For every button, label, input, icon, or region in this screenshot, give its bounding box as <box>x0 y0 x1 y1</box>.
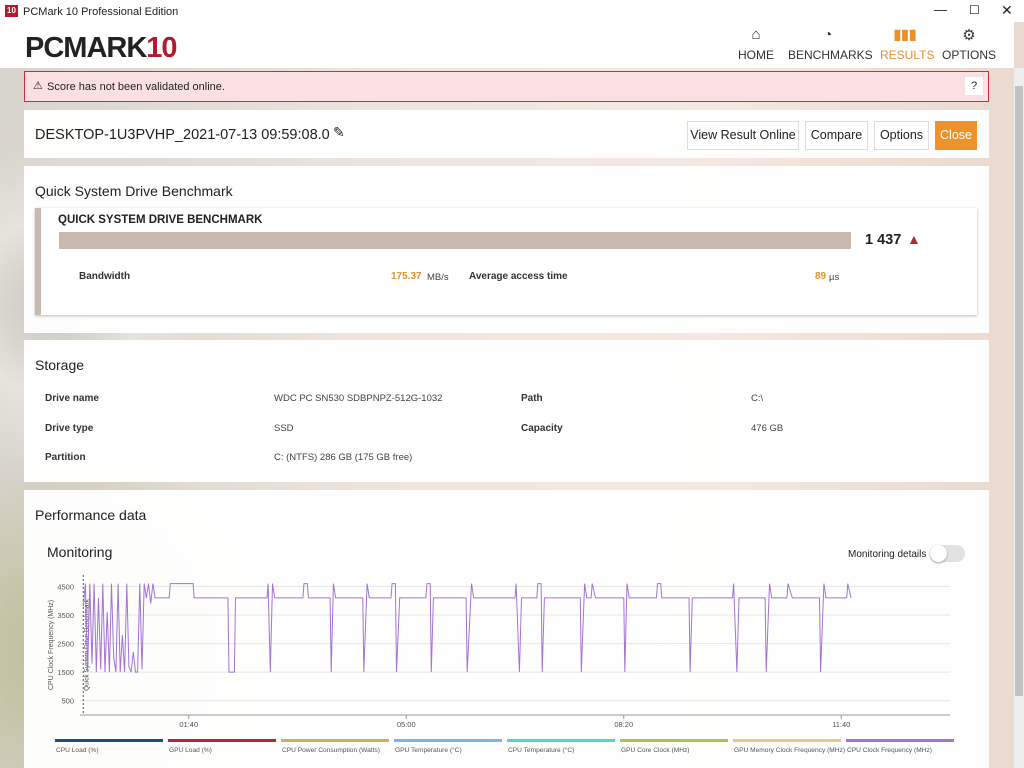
metric-label: Bandwidth <box>79 271 131 282</box>
field-label: Capacity <box>521 423 563 434</box>
nav-options[interactable]: ⚙ OPTIONS <box>942 27 997 62</box>
metric-value: 89 <box>815 271 827 282</box>
edit-icon[interactable]: ✎ <box>333 124 345 140</box>
field-value: C: (NTFS) 286 GB (175 GB free) <box>274 452 413 463</box>
maximize[interactable]: ☐ <box>969 3 980 17</box>
legend-label: GPU Memory Clock Frequency (MHz) <box>734 747 845 754</box>
legend-swatch <box>168 739 276 742</box>
app-icon: 10 <box>5 5 18 17</box>
subsection-title: Monitoring <box>47 544 113 560</box>
nav-label: OPTIONS <box>942 48 997 62</box>
legend-swatch <box>733 739 841 742</box>
field-value: SSD <box>274 423 294 434</box>
legend-label: CPU Power Consumption (Watts) <box>282 747 380 754</box>
metric-value: 175.37 <box>391 271 422 282</box>
y-tick-label: 1500 <box>57 668 74 677</box>
y-axis-label: CPU Clock Frequency (MHz) <box>48 600 55 690</box>
x-tick-label: 05:00 <box>397 720 416 729</box>
benchmark-panel: Quick System Drive Benchmark QUICK SYSTE… <box>24 166 989 333</box>
legend-swatch <box>281 739 389 742</box>
field-value: C:\ <box>751 393 764 404</box>
alert-text: Score has not been validated online. <box>47 81 225 93</box>
legend-label: CPU Temperature (°C) <box>508 746 574 754</box>
field-value: WDC PC SN530 SDBPNPZ-512G-1032 <box>274 393 443 404</box>
y-tick-label: 500 <box>61 697 74 706</box>
nav-results[interactable]: ▮▮▮ RESULTS <box>880 26 935 62</box>
legend-swatch <box>507 739 615 742</box>
y-tick-label: 2500 <box>57 640 74 649</box>
button[interactable]: Compare <box>805 121 868 150</box>
section-title: Performance data <box>35 507 147 523</box>
x-tick-label: 08:20 <box>614 720 633 729</box>
toggle[interactable] <box>930 545 965 562</box>
nav-label: RESULTS <box>880 48 935 62</box>
legend-swatch <box>846 739 954 742</box>
nav-label: BENCHMARKS <box>788 48 873 62</box>
storage-panel: Storage Drive name WDC PC SN530 SDBPNPZ-… <box>24 340 989 482</box>
header: PCMARK10 ⌂ HOME ◔ BENCHMARKS ▮▮▮ RESULTS ⚙ O… <box>0 22 1014 68</box>
monitoring-chart: CPU Clock Frequency (MHz) 500 1500 2500 3500… <box>48 575 954 754</box>
legend-swatch <box>55 739 163 742</box>
help-button[interactable]: ? <box>965 77 983 95</box>
nav-benchmarks[interactable]: ◔ BENCHMARKS <box>788 26 873 62</box>
field-label: Path <box>521 393 543 404</box>
legend-label: GPU Load (%) <box>169 747 212 754</box>
section-title: Quick System Drive Benchmark <box>35 183 233 199</box>
y-tick-label: 3500 <box>57 611 74 620</box>
minimize[interactable]: — <box>934 2 947 17</box>
legend-label: CPU Clock Frequency (MHz) <box>847 747 932 754</box>
alert-icon: ⚠ <box>33 80 43 92</box>
card-title: QUICK SYSTEM DRIVE BENCHMARK <box>58 214 263 226</box>
window-title: PCMark 10 Professional Edition <box>23 6 179 18</box>
score: 1 437 <box>865 232 902 248</box>
button[interactable]: Options <box>874 121 929 150</box>
alert: ⚠ Score has not been validated online. ? <box>24 71 989 102</box>
warning-icon: ▲ <box>907 231 921 247</box>
metric-unit: µs <box>829 272 840 283</box>
legend-label: GPU Temperature (°C) <box>395 746 462 754</box>
series-line <box>82 583 852 673</box>
nav-home[interactable]: ⌂ HOME <box>738 26 774 62</box>
metric-label: Average access time <box>469 271 568 282</box>
legend-swatch <box>620 739 728 742</box>
performance-panel: Performance data Monitoring Monitoring d… <box>24 490 989 768</box>
brand-text: PCMARK <box>25 32 147 64</box>
brand: PCMARK10 <box>25 32 178 65</box>
brand-number: 10 <box>146 32 177 64</box>
y-tick-label: 4500 <box>57 582 74 591</box>
benchmark-card: QUICK SYSTEM DRIVE BENCHMARK 1 437 ▲ Ban… <box>35 208 977 315</box>
nav-label: HOME <box>738 48 774 62</box>
toggle-label: Monitoring details <box>848 549 927 560</box>
x-tick-label: 11:40 <box>832 720 850 729</box>
metric-unit: MB/s <box>427 272 449 283</box>
field-label: Drive type <box>45 423 94 434</box>
field-label: Drive name <box>45 393 99 404</box>
legend-swatch <box>394 739 502 742</box>
close-button[interactable]: Close <box>935 121 977 150</box>
score-bar <box>59 232 851 249</box>
result-name: DESKTOP-1U3PVHP_2021-07-13 09:59:08.0 <box>35 127 330 143</box>
legend-label: GPU Core Clock (MHz) <box>621 747 690 754</box>
x-tick-label: 01:40 <box>179 720 198 729</box>
title-bar: 10 PCMark 10 Professional Edition — ☐ ✕ <box>0 0 1024 22</box>
button[interactable]: View Result Online <box>687 121 799 150</box>
close-window[interactable]: ✕ <box>1001 2 1013 18</box>
scrollbar[interactable] <box>1014 68 1024 768</box>
legend-label: CPU Load (%) <box>56 747 99 754</box>
section-title: Storage <box>35 357 85 373</box>
field-label: Partition <box>45 452 86 463</box>
field-value: 476 GB <box>751 423 784 434</box>
